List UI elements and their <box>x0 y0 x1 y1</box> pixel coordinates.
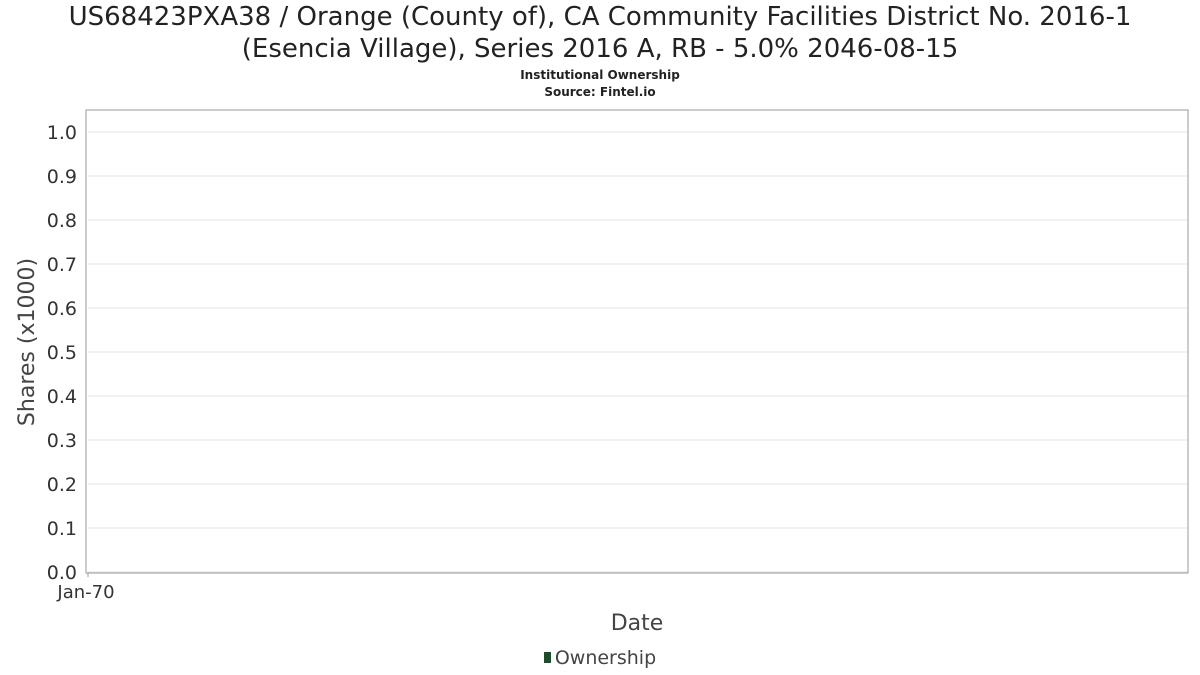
y-tick-label: 0.9 <box>47 166 77 188</box>
y-tick-label: 0.7 <box>47 254 77 276</box>
chart-title-line-2: (Esencia Village), Series 2016 A, RB - 5… <box>241 34 959 64</box>
y-tick-label: 0.0 <box>47 562 77 584</box>
y-tick-label: 0.4 <box>47 386 77 408</box>
chart-subtitle: Institutional Ownership <box>520 68 680 82</box>
y-tick-labels: 0.0 0.1 0.2 0.3 0.4 0.5 0.6 0.7 0.8 0.9 1.0 <box>47 122 77 584</box>
y-tick-label: 1.0 <box>47 122 77 144</box>
x-tick-label: Jan-70 <box>56 582 114 603</box>
y-tick-label: 0.2 <box>47 474 77 496</box>
y-tick-label: 0.8 <box>47 210 77 232</box>
y-tick-label: 0.5 <box>47 342 77 364</box>
chart-title-line-1: US68423PXA38 / Orange (County of), CA Co… <box>68 2 1132 32</box>
y-tick-label: 0.6 <box>47 298 77 320</box>
grid-layer <box>88 131 1188 573</box>
y-axis-label: Shares (x1000) <box>15 258 40 426</box>
legend-swatch-ownership <box>543 652 551 663</box>
legend-label-ownership: Ownership <box>554 647 657 669</box>
legend: Ownership <box>0 647 1200 669</box>
x-tick-labels: Jan-70 <box>56 573 115 603</box>
y-tick-label: 0.3 <box>47 430 77 452</box>
chart-source: Source: Fintel.io <box>544 85 656 99</box>
x-axis-label: Date <box>611 611 664 636</box>
y-tick-label: 0.1 <box>47 518 77 540</box>
plot-frame <box>85 109 1189 574</box>
